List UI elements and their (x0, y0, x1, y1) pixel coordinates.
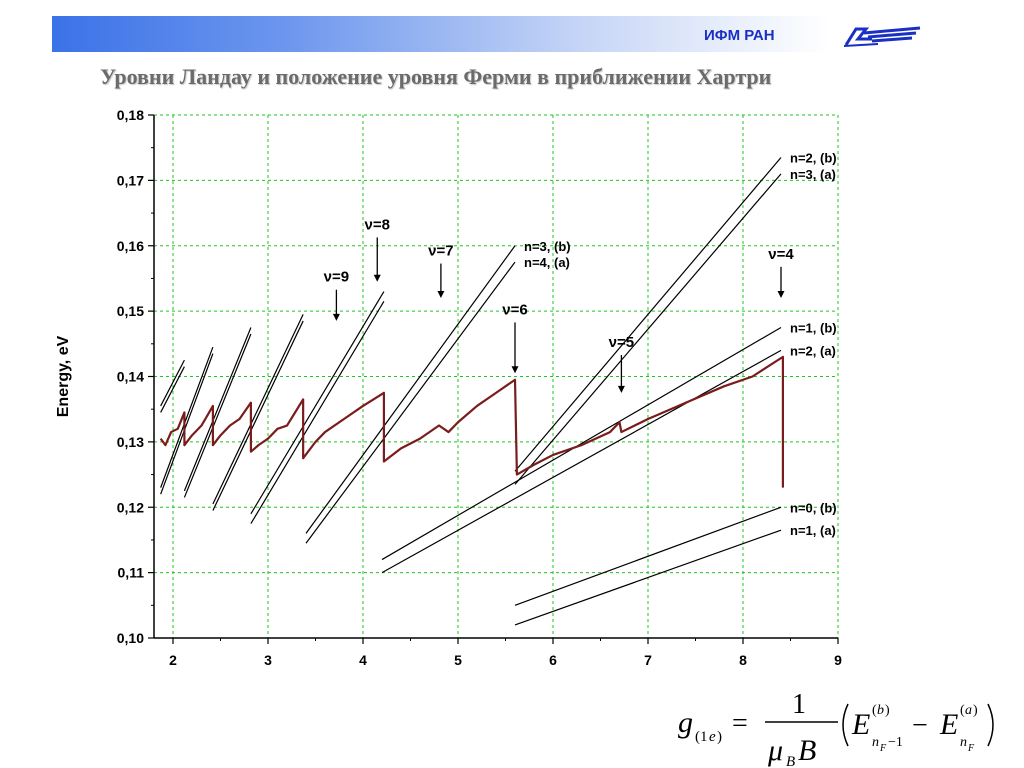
landau-level-line (305, 261, 516, 544)
level-label: n=3, (b) (524, 239, 571, 254)
svg-text:(1: (1 (695, 729, 708, 745)
level-label: n=3, (a) (790, 167, 836, 182)
org-name: ИФМ РАН (704, 27, 775, 44)
landau-level-line (212, 320, 304, 511)
svg-text:a: a (965, 703, 972, 718)
y-axis-title: Energy, eV (55, 335, 72, 417)
y-tick-label: 0,18 (117, 107, 144, 123)
y-tick-label: 0,10 (117, 630, 144, 646)
svg-text:E: E (939, 708, 958, 741)
svg-text:F: F (879, 743, 887, 754)
svg-text:−1: −1 (888, 735, 903, 750)
svg-text:(: ( (960, 703, 965, 718)
svg-text:μ: μ (767, 734, 783, 767)
landau-level-line (514, 506, 782, 606)
svg-text:E: E (851, 708, 870, 741)
filling-factor-label: ν=7 (428, 243, 453, 260)
svg-text:n: n (960, 735, 967, 750)
g-factor-formula: g (1 e ) = 1 μ B B E ( b ) n F −1 − E ( … (678, 689, 994, 768)
landau-level-line (250, 291, 385, 515)
landau-level-line (514, 173, 782, 485)
filling-factor-label: ν=6 (502, 301, 527, 318)
svg-text:B: B (798, 734, 816, 767)
svg-text:): ) (717, 729, 722, 745)
y-tick-label: 0,15 (117, 303, 144, 319)
x-tick-label: 8 (739, 652, 747, 668)
y-tick-label: 0,16 (117, 238, 144, 254)
svg-text:e: e (709, 729, 716, 745)
level-label: n=1, (a) (790, 523, 836, 538)
landau-level-line (160, 359, 185, 407)
filling-factor-label: ν=9 (324, 269, 349, 286)
y-tick-label: 0,11 (118, 565, 145, 581)
x-tick-label: 3 (264, 652, 272, 668)
level-label: n=4, (a) (524, 255, 570, 270)
y-tick-label: 0,12 (117, 499, 144, 515)
landau-level-line (160, 353, 214, 495)
svg-text:n: n (872, 735, 879, 750)
annotation-arrow-head (777, 291, 785, 299)
landau-level-line (183, 327, 252, 492)
x-tick-label: 9 (834, 652, 842, 668)
x-tick-label: 7 (644, 652, 652, 668)
filling-factor-label: ν=8 (365, 216, 390, 233)
slide-title: Уровни Ландау и положение уровня Ферми в… (100, 64, 772, 89)
landau-levels-chart: 2 3 4 5 6 7 8 9 0,10 0,11 0,12 0,13 0,14 0,15 0,16 0,17… (55, 107, 842, 668)
institute-logo-icon (843, 26, 921, 47)
svg-text:g: g (678, 706, 693, 739)
level-label: n=0, (b) (790, 500, 837, 515)
level-label: n=2, (a) (790, 343, 836, 358)
x-tick-label: 2 (169, 652, 177, 668)
level-label: n=1, (b) (790, 320, 837, 335)
annotation-arrow-head (332, 313, 340, 321)
filling-factor-label: ν=4 (768, 246, 794, 263)
x-tick-label: 4 (359, 652, 367, 668)
svg-text:): ) (885, 703, 890, 718)
y-tick-label: 0,17 (117, 172, 144, 188)
x-tick-label: 6 (549, 652, 557, 668)
y-tick-label: 0,13 (117, 434, 144, 450)
landau-level-line (160, 366, 185, 413)
landau-level-line (250, 301, 385, 524)
svg-text:=: = (732, 708, 748, 739)
svg-text:B: B (786, 754, 795, 768)
annotation-arrow-head (437, 291, 445, 299)
svg-text:−: − (912, 710, 928, 741)
landau-level-line (305, 245, 516, 534)
fermi-level-curve (159, 355, 785, 488)
level-label: n=2, (b) (790, 150, 837, 165)
svg-text:1: 1 (792, 689, 806, 720)
landau-level-line (160, 346, 214, 488)
svg-text:): ) (973, 703, 978, 718)
landau-level-line (183, 333, 252, 498)
landau-level-line (381, 326, 782, 561)
y-tick-label: 0,14 (117, 369, 144, 385)
svg-text:F: F (967, 743, 975, 754)
svg-text:(: ( (872, 703, 877, 718)
filling-factor-label: ν=5 (609, 334, 634, 351)
landau-level-line (381, 349, 782, 574)
landau-level-line (212, 314, 304, 505)
annotation-arrow-head (617, 385, 625, 393)
annotation-arrow-head (511, 366, 519, 374)
landau-level-line (514, 157, 782, 472)
annotation-arrow-head (373, 274, 381, 282)
svg-text:b: b (877, 703, 884, 718)
x-tick-label: 5 (454, 652, 462, 668)
landau-level-line (514, 529, 782, 626)
